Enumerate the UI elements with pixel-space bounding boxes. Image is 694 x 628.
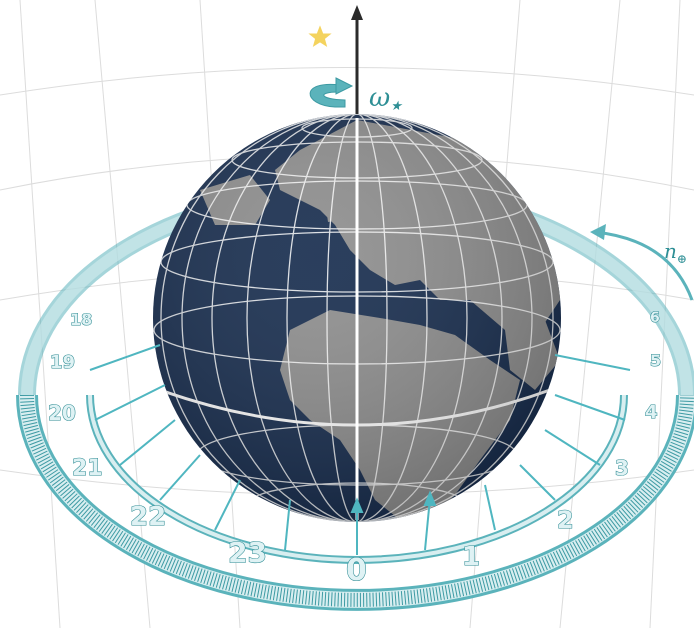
hour-ring-front (16, 394, 694, 611)
hour-label-0: 0 (346, 553, 367, 588)
hour-labels: 0 1 2 3 4 5 6 18 19 20 21 22 23 (47, 309, 661, 588)
axis-arrowhead (351, 5, 363, 20)
hour-label-4: 4 (645, 402, 658, 423)
hour-label-20: 20 (48, 401, 76, 425)
hour-label-22: 22 (130, 502, 166, 532)
hour-label-1: 1 (462, 542, 480, 572)
n-subscript: ⊕ (677, 252, 687, 266)
hour-label-19: 19 (50, 352, 75, 373)
hour-label-5: 5 (650, 351, 661, 370)
hour-label-23: 23 (228, 536, 267, 569)
earth-globe (153, 114, 561, 522)
hour-label-6: 6 (650, 310, 660, 326)
hour-arrows (89, 344, 631, 555)
hour-label-2: 2 (557, 506, 574, 534)
hour-label-21: 21 (72, 456, 103, 481)
hour-ring-ticks (20, 394, 694, 607)
omega-subscript: ★ (390, 99, 403, 114)
hour-label-18: 18 (70, 310, 92, 329)
hour-label-3: 3 (615, 456, 629, 480)
rotation-arrow-icon (309, 77, 354, 108)
star-icon (305, 22, 335, 50)
omega-label: ω★ (369, 83, 403, 114)
orbit-arrow-icon (590, 224, 694, 301)
n-label: n⊕ (664, 239, 687, 266)
